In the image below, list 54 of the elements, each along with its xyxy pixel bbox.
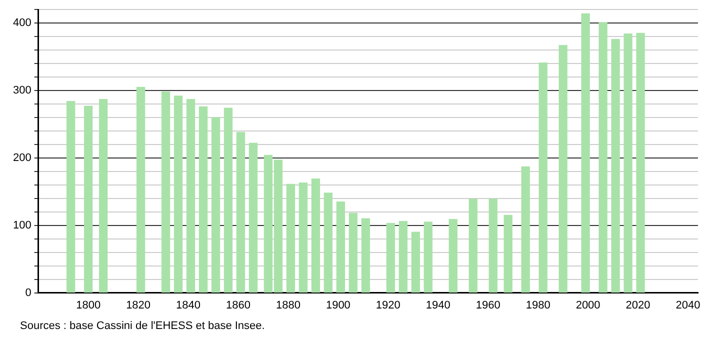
bar (424, 222, 432, 293)
source-note: Sources : base Cassini de l'EHESS et base Insee. (20, 320, 265, 332)
y-tick-label: 0 (25, 286, 32, 299)
bar (161, 92, 170, 293)
x-tick-label: 1840 (176, 299, 201, 312)
y-tick-label: 300 (12, 84, 32, 97)
bar (286, 184, 296, 293)
y-tick-label: 400 (12, 17, 32, 30)
bar (336, 201, 346, 293)
bar (298, 182, 308, 293)
bar (66, 100, 76, 293)
x-tick-label: 1920 (376, 299, 400, 312)
bar (611, 38, 620, 293)
bar (624, 34, 632, 293)
x-tick-label: 2000 (576, 299, 600, 312)
bar (598, 22, 608, 293)
bar (224, 108, 233, 293)
bar (198, 106, 208, 293)
x-tick-label: 1820 (126, 299, 151, 312)
bar (468, 198, 478, 293)
bar (211, 117, 220, 293)
bar (504, 214, 512, 293)
bar (361, 218, 370, 293)
bar (236, 132, 246, 293)
bar (521, 166, 530, 293)
x-tick-label: 1940 (426, 299, 450, 312)
bar (324, 192, 333, 293)
bar (248, 142, 258, 293)
bar (136, 86, 146, 293)
bar (386, 223, 395, 293)
bar (488, 198, 498, 293)
x-tick-label: 2040 (676, 299, 700, 312)
bar (98, 98, 108, 293)
bar (538, 62, 548, 293)
bar (348, 212, 358, 293)
x-tick-label: 1800 (76, 299, 101, 312)
x-tick-label: 1960 (476, 299, 500, 312)
bar (311, 178, 320, 293)
bar (636, 32, 645, 293)
bar (174, 96, 183, 293)
bar (186, 98, 196, 293)
x-tick-label: 2020 (626, 299, 650, 312)
y-tick-label: 200 (12, 152, 32, 164)
x-tick-label: 1860 (226, 299, 250, 312)
x-tick-label: 1900 (326, 299, 350, 312)
bar (398, 220, 408, 293)
x-tick-label: 1980 (526, 299, 550, 312)
bar (558, 45, 568, 293)
bar (84, 106, 93, 293)
bar (411, 232, 420, 293)
bar (448, 218, 458, 293)
y-tick-label: 100 (12, 219, 32, 232)
bar (581, 13, 590, 293)
x-tick-label: 1880 (276, 299, 300, 312)
